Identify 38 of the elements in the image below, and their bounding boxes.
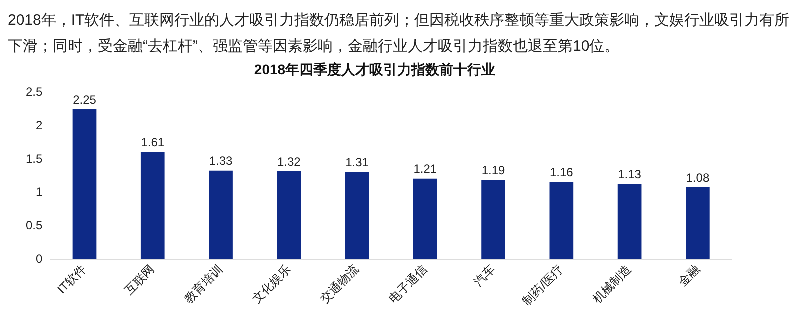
x-tick-label: 教育培训 (182, 262, 226, 306)
data-label: 2.25 (73, 92, 97, 107)
bar (72, 109, 97, 260)
data-label: 1.13 (618, 167, 642, 182)
x-tick-label: 机械制造 (590, 262, 634, 306)
bar (550, 182, 574, 260)
x-tick-label: 文化娱乐 (250, 262, 294, 306)
bar (618, 184, 642, 260)
x-tick-label: 互联网 (122, 262, 158, 298)
data-label: 1.08 (686, 170, 710, 185)
y-tick-label: 0 (36, 252, 43, 266)
x-tick-label: 金融 (676, 262, 702, 290)
x-tick-label: 电子通信 (386, 262, 430, 306)
bar (209, 170, 233, 260)
y-tick-label: 2 (36, 118, 43, 132)
chart-subtitle: 2018年，IT软件、互联网行业的人才吸引力指数仍稳居前列；但因税收秩序整顿等重大政策影响，文娱行业吸引力有所下滑；同时，受金融“去杠杆”、强监管等因素影响，金融行业人才吸引力指数也退至第10位。 (8, 11, 791, 57)
x-tick-label: 交通物流 (318, 262, 362, 306)
bar (413, 178, 438, 260)
x-tick-label: IT软件 (54, 262, 90, 297)
bar (686, 187, 710, 260)
data-label: 1.61 (141, 135, 165, 150)
chart-title: 2018年四季度人才吸引力指数前十行业 (254, 61, 496, 78)
bar (277, 171, 302, 260)
y-tick-label: 2.5 (26, 85, 43, 100)
data-label: 1.33 (209, 154, 234, 168)
bar (482, 180, 506, 260)
data-label: 1.32 (277, 154, 302, 169)
bar (140, 152, 165, 260)
x-tick-label: 制药/医疗 (520, 262, 566, 308)
data-label: 1.19 (482, 163, 506, 178)
data-label: 1.16 (550, 165, 574, 180)
data-label: 1.21 (414, 162, 438, 176)
bar (345, 172, 370, 260)
x-tick-label: 汽车 (471, 262, 498, 290)
y-tick-label: 1 (36, 185, 43, 200)
y-tick-label: 1.5 (26, 152, 43, 166)
data-label: 1.31 (346, 155, 370, 170)
y-tick-label: 0.5 (26, 218, 43, 232)
